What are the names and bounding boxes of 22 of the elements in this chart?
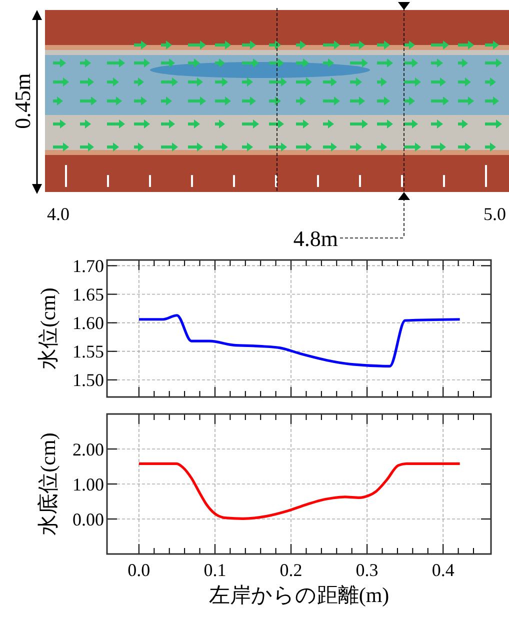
y-tick-label: 1.60 bbox=[72, 313, 104, 334]
y-axis-title: 水底位(cm) bbox=[36, 432, 60, 536]
x-tick-label: 0.4 bbox=[432, 560, 454, 580]
text: 4.0 bbox=[47, 204, 70, 224]
y-axis-title: 水位(cm) bbox=[36, 288, 60, 370]
x-axis-title: 左岸からの距離(m) bbox=[208, 583, 390, 607]
y-tick-label: 1.65 bbox=[72, 284, 104, 305]
y-tick-label: 1.50 bbox=[72, 370, 104, 390]
y-tick-label: 1.70 bbox=[72, 256, 104, 276]
text: 4.8m bbox=[293, 226, 338, 251]
y-tick-label: 2.00 bbox=[72, 439, 104, 460]
line-series bbox=[138, 462, 462, 520]
text: 5.0 bbox=[484, 204, 506, 224]
y-tick-label: 0.00 bbox=[72, 509, 104, 530]
text: 0.45m bbox=[10, 73, 35, 129]
y-tick-label: 1.00 bbox=[72, 474, 104, 494]
x-tick-label: 0.0 bbox=[128, 560, 150, 580]
x-tick-label: 0.2 bbox=[280, 560, 302, 580]
line-series bbox=[138, 314, 462, 368]
x-tick-label: 0.1 bbox=[204, 560, 226, 580]
y-tick-label: 1.55 bbox=[72, 342, 104, 362]
x-tick-label: 0.3 bbox=[356, 560, 378, 580]
